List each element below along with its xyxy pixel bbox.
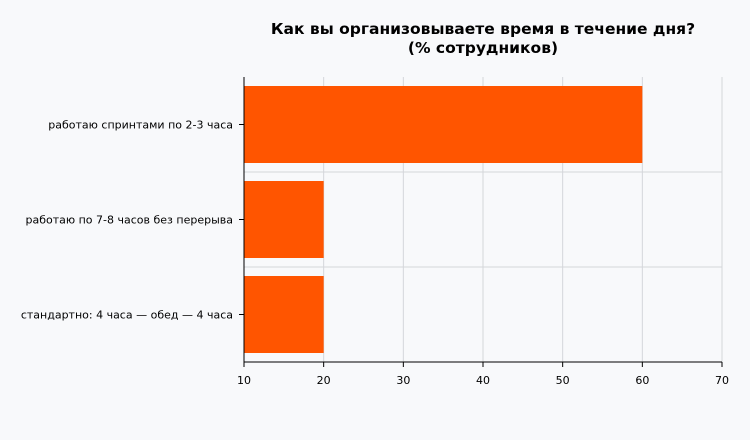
y-tick-label: работаю спринтами по 2-3 часа xyxy=(48,119,233,132)
x-tick-label: 10 xyxy=(237,374,251,387)
x-tick-label: 50 xyxy=(556,374,570,387)
chart-title: Как вы организовываете время в течение д… xyxy=(244,20,722,58)
tick-labels: 10 20 30 40 50 60 70 работаю спринтами по 2-3 ч… xyxy=(21,119,729,388)
x-tick-label: 60 xyxy=(635,374,649,387)
x-tick-label: 30 xyxy=(396,374,410,387)
chart-title-line-1: Как вы организовываете время в течение д… xyxy=(270,20,696,38)
x-tick-label: 40 xyxy=(476,374,490,387)
bar xyxy=(244,181,324,258)
y-tick-label: стандартно: 4 часа — обед — 4 часа xyxy=(21,309,233,322)
y-tick-label: работаю по 7-8 часов без перерыва xyxy=(25,214,233,227)
bars xyxy=(244,86,643,353)
bar xyxy=(244,276,324,353)
chart-title-line-2: (% сотрудников) xyxy=(407,39,559,57)
axes xyxy=(239,77,723,367)
x-tick-label: 20 xyxy=(317,374,331,387)
bar xyxy=(244,86,643,163)
x-tick-label: 70 xyxy=(715,374,729,387)
